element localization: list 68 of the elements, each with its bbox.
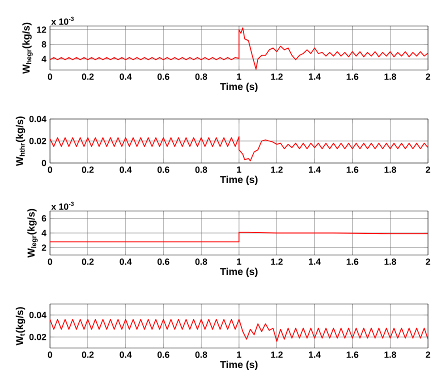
y-tick-label: 4	[42, 56, 46, 62]
x-tick-label: 0.8	[195, 258, 208, 265]
x-tick-label: 1.8	[384, 258, 396, 265]
line-series	[50, 318, 428, 342]
y-axis-title: W$_{hthr}$(kg/s)	[16, 116, 26, 166]
y-tick-label: 0.04	[29, 312, 46, 318]
x-tick-label: 0.6	[158, 352, 170, 358]
x-tick-label: 0	[48, 258, 52, 265]
x-tick-label: 0.2	[82, 166, 94, 173]
x-axis-title: Time (s)	[220, 176, 258, 186]
x-tick-label: 1	[237, 74, 242, 80]
x-tick-label: 2	[426, 74, 430, 80]
x-tick-label: 0.4	[120, 74, 132, 80]
line-series	[50, 27, 428, 70]
y-tick-label: 0.04	[29, 116, 46, 122]
y-tick-label: 2	[42, 244, 46, 251]
x-axis-title: Time (s)	[220, 82, 258, 92]
x-tick-label: 1.4	[308, 352, 321, 358]
y-axis-title: W$_{hegr}$(kg/s)	[22, 22, 33, 74]
x-tick-label: 1.4	[308, 166, 321, 173]
x-tick-label: 0.4	[120, 352, 132, 358]
x-tick-label: 1.2	[271, 74, 283, 80]
x-tick-label: 0.8	[195, 166, 208, 173]
x-tick-label: 0.4	[120, 166, 132, 173]
x-tick-label: 1.8	[384, 166, 396, 173]
x-tick-label: 0	[48, 166, 52, 173]
x-tick-label: 1.6	[346, 74, 358, 80]
x-tick-label: 1.8	[384, 352, 396, 358]
x-tick-label: 1.6	[346, 166, 358, 173]
x-tick-label: 1.6	[346, 258, 358, 265]
y-tick-label: 12	[37, 26, 46, 33]
y-tick-label: 0.02	[29, 138, 46, 144]
x-tick-label: 0.2	[82, 74, 94, 80]
x-tick-label: 1	[237, 166, 242, 173]
x-tick-label: 1.8	[384, 74, 396, 80]
x-tick-label: 0.8	[195, 352, 208, 358]
text: x 10$^{-3}$	[51, 16, 74, 25]
x-tick-label: 0.6	[158, 258, 170, 265]
x-axis-title: Time (s)	[220, 360, 258, 370]
x-tick-label: 0.6	[158, 166, 170, 173]
x-tick-label: 0	[48, 74, 52, 80]
x-tick-label: 0.2	[82, 258, 94, 265]
x-tick-label: 2	[426, 258, 430, 265]
x-tick-label: 1.6	[346, 352, 358, 358]
x-tick-label: 1.4	[308, 74, 321, 80]
y-tick-label: 4	[42, 230, 46, 236]
x-tick-label: 0.8	[195, 74, 208, 80]
x-tick-label: 1.2	[271, 352, 283, 358]
x-axis-title: Time (s)	[220, 268, 258, 278]
x-tick-label: 1	[237, 258, 242, 265]
y-axis-title: W$_{legr}$(kg/s)	[27, 208, 38, 258]
x-tick-label: 1.4	[308, 258, 321, 265]
x-tick-label: 0.4	[120, 258, 132, 265]
x-tick-label: 1	[237, 352, 242, 358]
x-tick-label: 0.6	[158, 74, 170, 80]
x-tick-label: 1.2	[271, 166, 283, 173]
x-tick-label: 2	[426, 166, 430, 173]
text: x 10$^{-3}$	[51, 202, 74, 210]
y-tick-label: 0	[42, 160, 46, 166]
y-axis-title: W$_{t}$(kg/s)	[16, 307, 26, 346]
x-tick-label: 0.2	[82, 352, 94, 358]
y-tick-label: 8	[42, 41, 46, 48]
y-tick-label: 0.02	[29, 334, 46, 340]
x-tick-label: 0	[48, 352, 52, 358]
y-tick-label: 6	[42, 215, 46, 222]
x-tick-label: 2	[426, 352, 430, 358]
line-series	[50, 136, 428, 162]
x-tick-label: 1.2	[271, 258, 283, 265]
